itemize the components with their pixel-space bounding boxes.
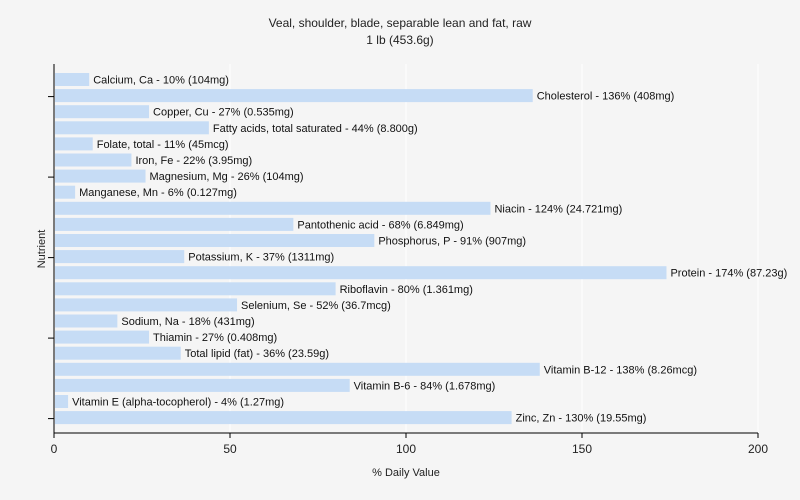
x-tick-label: 0: [51, 442, 58, 456]
bar-label: Phosphorus, P - 91% (907mg): [378, 236, 526, 248]
bar-label: Riboflavin - 80% (1.361mg): [340, 284, 473, 296]
bar-label: Folate, total - 11% (45mcg): [97, 139, 229, 151]
bar: [55, 330, 150, 344]
bar: [55, 105, 150, 119]
bar: [55, 169, 146, 183]
bar-label: Manganese, Mn - 6% (0.127mg): [79, 187, 237, 199]
bar-label: Vitamin E (alpha-tocopherol) - 4% (1.27m…: [72, 397, 284, 409]
bar-label: Iron, Fe - 22% (3.95mg): [135, 155, 252, 167]
bar: [55, 153, 132, 167]
bar: [55, 201, 491, 215]
bar: [55, 137, 93, 151]
chart-title: Veal, shoulder, blade, separable lean an…: [269, 16, 532, 30]
y-axis-label: Nutrient: [36, 230, 48, 269]
bar: [55, 298, 238, 312]
bar: [55, 217, 294, 231]
bar: [55, 378, 350, 392]
bar: [55, 234, 375, 247]
bar-label: Thiamin - 27% (0.408mg): [153, 332, 277, 344]
bar: [55, 89, 533, 103]
bar-label: Pantothenic acid - 68% (6.849mg): [297, 219, 463, 231]
bar-label: Protein - 174% (87.23g): [670, 268, 787, 280]
bar: [55, 362, 540, 376]
gridlines: [229, 64, 759, 433]
bar-label: Magnesium, Mg - 26% (104mg): [150, 171, 304, 183]
bar: [55, 121, 209, 135]
bar-label: Total lipid (fat) - 36% (23.59g): [185, 348, 329, 360]
bar-label: Potassium, K - 37% (1311mg): [188, 252, 334, 264]
bar: [55, 250, 185, 264]
x-tick-label: 200: [748, 442, 768, 456]
bar: [55, 346, 181, 360]
bar: [55, 266, 667, 280]
x-tick-label: 150: [572, 442, 592, 456]
bar-label: Zinc, Zn - 130% (19.55mg): [516, 413, 647, 425]
bars: Calcium, Ca - 10% (104mg) Cholesterol - 1…: [55, 73, 787, 425]
x-tick-label: 50: [223, 442, 237, 456]
bar: [55, 282, 336, 296]
bar-label: Vitamin B-12 - 138% (8.26mcg): [544, 364, 697, 376]
axes: 0 50 100 150 200: [48, 64, 768, 456]
x-tick-label: 100: [396, 442, 416, 456]
bar-label: Cholesterol - 136% (408mg): [537, 91, 675, 103]
chart-subtitle: 1 lb (453.6g): [366, 33, 433, 47]
bar: [55, 73, 90, 86]
bar: [55, 395, 69, 408]
bar: [55, 411, 512, 425]
bar-label: Sodium, Na - 18% (431mg): [121, 316, 254, 328]
bar: [55, 185, 76, 199]
bar-label: Selenium, Se - 52% (36.7mcg): [241, 300, 391, 312]
bar-label: Fatty acids, total saturated - 44% (8.80…: [213, 123, 418, 135]
bar-label: Vitamin B-6 - 84% (1.678mg): [354, 380, 496, 392]
x-axis-label: % Daily Value: [372, 467, 440, 479]
bar-label: Calcium, Ca - 10% (104mg): [93, 75, 229, 87]
bar-label: Niacin - 124% (24.721mg): [494, 203, 622, 215]
bar-label: Copper, Cu - 27% (0.535mg): [153, 107, 294, 119]
bar: [55, 314, 118, 328]
